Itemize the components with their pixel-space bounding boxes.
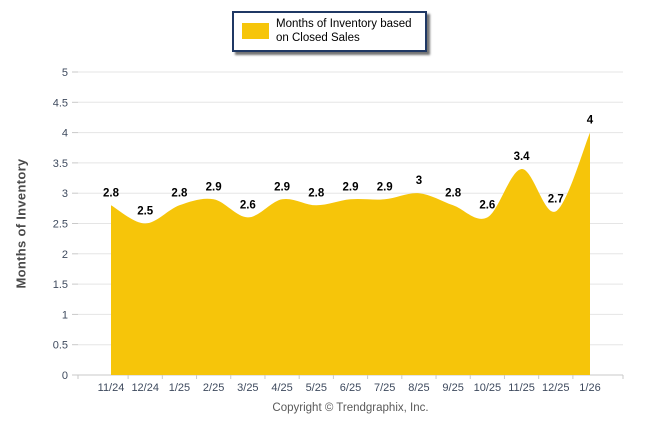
- x-tick-label: 11/25: [508, 382, 535, 394]
- y-axis-title-container: Months of Inventory: [6, 72, 36, 375]
- y-tick-label: 4: [62, 128, 68, 140]
- x-tick-label: 1/26: [579, 382, 600, 394]
- legend: Months of Inventory based on Closed Sale…: [232, 11, 427, 52]
- x-tick-label: 6/25: [340, 382, 361, 394]
- data-label: 2.6: [479, 199, 495, 211]
- x-tick-label: 2/25: [203, 382, 224, 394]
- legend-label: Months of Inventory based on Closed Sale…: [276, 18, 412, 45]
- x-tick-label: 1/25: [169, 382, 190, 394]
- x-tick-label: 11/24: [98, 382, 125, 394]
- data-label: 3: [416, 175, 422, 187]
- x-tick-label: 4/25: [271, 382, 292, 394]
- y-tick-label: 2: [62, 249, 68, 261]
- legend-swatch-icon: [242, 23, 269, 40]
- x-tick-label: 5/25: [306, 382, 327, 394]
- data-label: 2.9: [343, 181, 359, 193]
- inventory-area-series: [111, 132, 590, 375]
- y-tick-label: 5: [62, 67, 68, 79]
- y-tick-label: 1: [62, 309, 68, 321]
- data-label: 4: [587, 115, 594, 127]
- y-tick-label: 0: [62, 370, 68, 382]
- data-label: 2.9: [377, 181, 393, 193]
- x-tick-label: 12/25: [542, 382, 570, 394]
- x-tick-label: 12/24: [131, 382, 159, 394]
- data-label: 3.4: [514, 151, 531, 163]
- y-tick-label: 0.5: [53, 340, 68, 352]
- data-label: 2.8: [308, 187, 325, 199]
- y-tick-label: 3.5: [53, 158, 68, 170]
- data-label: 2.8: [445, 187, 462, 199]
- y-tick-label: 1.5: [53, 279, 68, 291]
- y-axis-title: Months of Inventory: [13, 158, 29, 289]
- y-tick-label: 4.5: [53, 97, 68, 109]
- data-label: 2.7: [548, 193, 564, 205]
- x-tick-label: 9/25: [442, 382, 463, 394]
- y-tick-label: 3: [62, 188, 68, 200]
- x-tick-label: 3/25: [237, 382, 258, 394]
- x-tick-label: 8/25: [408, 382, 429, 394]
- x-tick-label: 10/25: [474, 382, 502, 394]
- data-label: 2.8: [171, 187, 188, 199]
- y-tick-label: 2.5: [53, 219, 68, 231]
- copyright-text: Copyright © Trendgraphix, Inc.: [272, 402, 429, 414]
- data-label: 2.8: [103, 187, 120, 199]
- data-label: 2.9: [206, 181, 222, 193]
- data-label: 2.9: [274, 181, 290, 193]
- x-tick-label: 7/25: [374, 382, 395, 394]
- data-label: 2.6: [240, 199, 256, 211]
- data-label: 2.5: [137, 206, 154, 218]
